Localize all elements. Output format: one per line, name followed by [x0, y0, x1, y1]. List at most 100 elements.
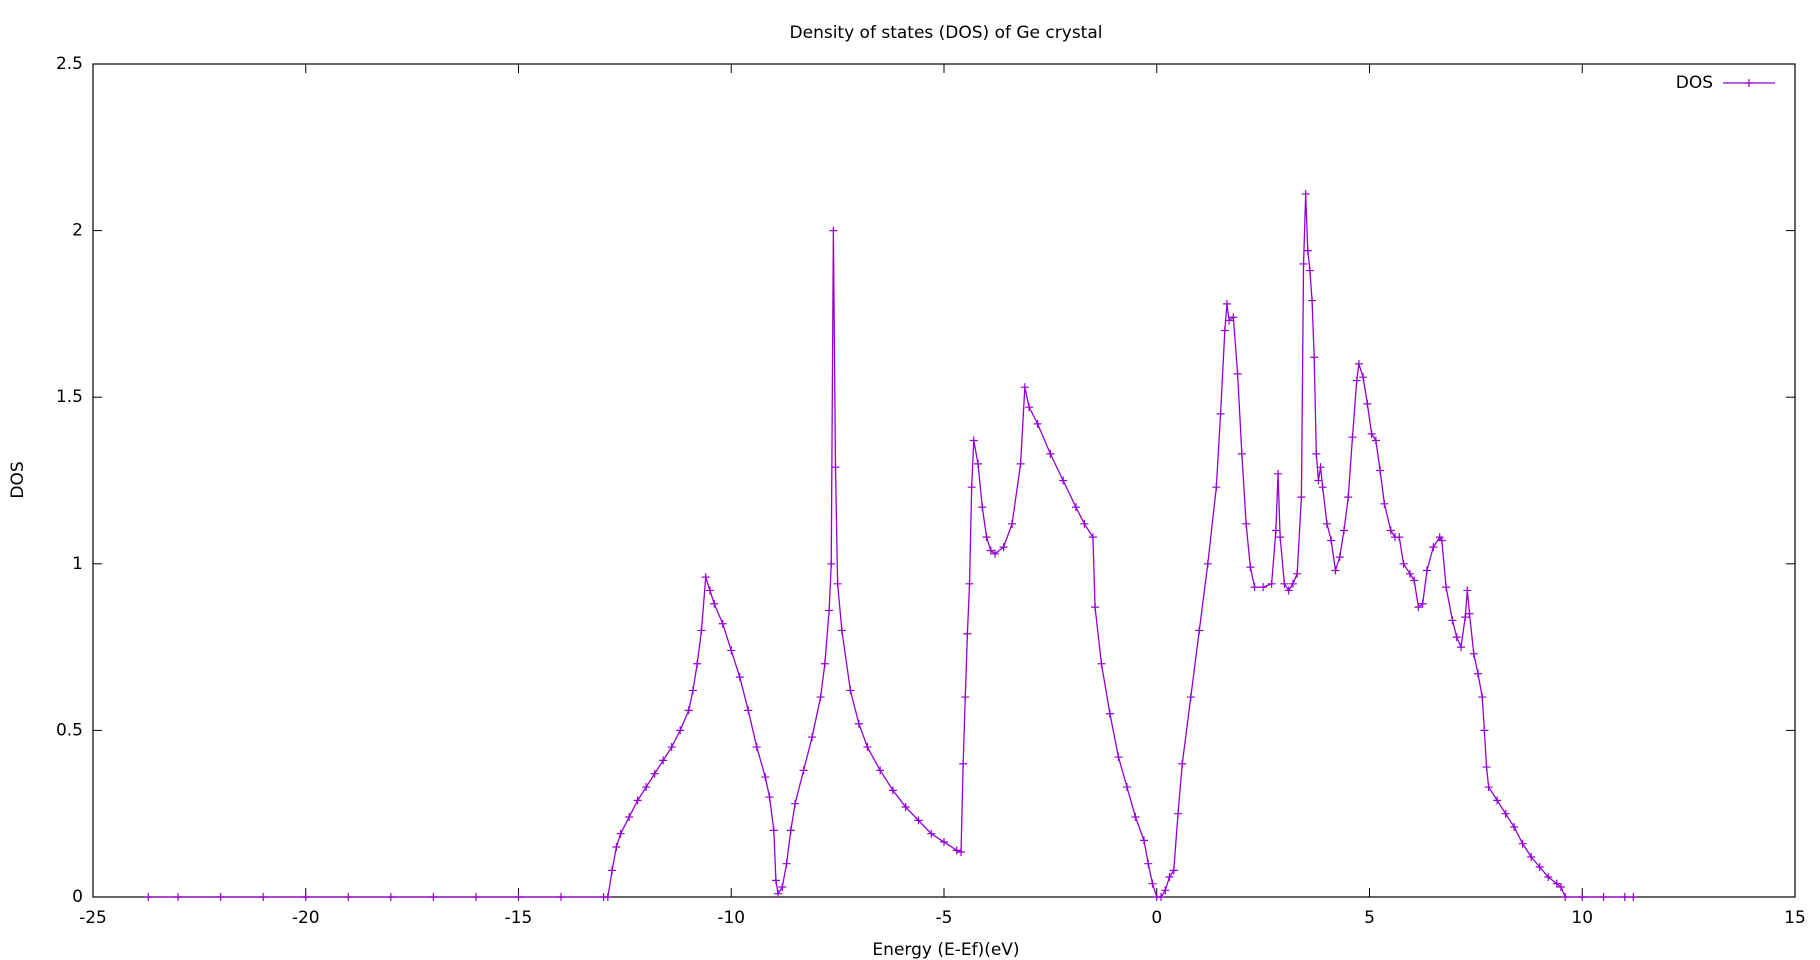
- point-marker: [782, 859, 791, 868]
- point-marker: [429, 893, 438, 901]
- point-marker: [1544, 873, 1553, 882]
- point-marker: [1371, 436, 1380, 445]
- y-tick-label: 0: [72, 887, 83, 907]
- point-marker: [1271, 526, 1280, 535]
- point-marker: [1169, 866, 1178, 875]
- point-marker: [969, 436, 978, 445]
- point-marker: [961, 693, 970, 702]
- point-marker: [774, 889, 783, 898]
- point-marker: [816, 693, 825, 702]
- y-axis-label: DOS: [8, 461, 28, 498]
- point-marker: [914, 816, 923, 825]
- point-marker: [1212, 483, 1221, 492]
- point-marker: [1359, 373, 1368, 382]
- point-marker: [1535, 863, 1544, 872]
- point-marker: [1186, 693, 1195, 702]
- point-marker: [1229, 313, 1238, 322]
- point-marker: [1250, 583, 1259, 592]
- point-marker: [1578, 893, 1587, 901]
- point-marker: [216, 893, 225, 901]
- point-marker: [876, 766, 885, 775]
- point-marker: [1301, 189, 1310, 198]
- point-marker: [1395, 533, 1404, 542]
- point-marker: [765, 793, 774, 802]
- point-marker: [1414, 603, 1423, 612]
- point-marker: [1448, 616, 1457, 625]
- x-tick-label: -25: [79, 908, 107, 928]
- x-tick-label: 0: [1151, 908, 1162, 928]
- point-marker: [1442, 583, 1451, 592]
- point-marker: [650, 769, 659, 778]
- x-axis-label: Energy (E-Ef)(eV): [872, 940, 1019, 960]
- point-marker: [986, 546, 995, 555]
- point-marker: [1327, 536, 1336, 545]
- point-marker: [854, 719, 863, 728]
- point-marker: [952, 846, 961, 855]
- point-marker: [1461, 613, 1470, 622]
- point-marker: [786, 826, 795, 835]
- point-marker: [1452, 633, 1461, 642]
- point-marker: [1552, 879, 1561, 888]
- point-marker: [1303, 246, 1312, 255]
- point-marker: [1312, 449, 1321, 458]
- point-marker: [625, 813, 634, 822]
- point-marker: [1316, 463, 1325, 472]
- point-marker: [1399, 559, 1408, 568]
- point-marker: [612, 843, 621, 852]
- point-marker: [999, 543, 1008, 552]
- point-marker: [1203, 559, 1212, 568]
- point-marker: [888, 786, 897, 795]
- point-marker: [1474, 669, 1482, 678]
- point-marker: [1222, 299, 1231, 308]
- point-marker: [1259, 583, 1268, 592]
- point-marker: [901, 803, 910, 812]
- point-marker: [1352, 376, 1361, 385]
- point-marker: [1174, 809, 1183, 818]
- point-marker: [1480, 726, 1489, 735]
- point-marker: [1331, 566, 1340, 575]
- point-marker: [1216, 409, 1225, 418]
- point-marker: [863, 743, 872, 752]
- y-tick-label: 2.5: [56, 54, 83, 74]
- point-marker: [642, 783, 651, 792]
- point-marker: [1016, 459, 1025, 468]
- point-marker: [1033, 419, 1042, 428]
- point-marker: [1418, 599, 1427, 608]
- x-tick-label: -15: [505, 908, 533, 928]
- point-marker: [1233, 369, 1242, 378]
- point-marker: [1322, 519, 1331, 528]
- point-marker: [1220, 326, 1229, 335]
- point-marker: [344, 893, 353, 901]
- point-marker: [833, 579, 842, 588]
- x-tick-label: -20: [292, 908, 320, 928]
- point-marker: [1367, 429, 1376, 438]
- point-marker: [744, 706, 753, 715]
- point-marker: [1469, 649, 1478, 658]
- point-marker: [1629, 893, 1638, 901]
- point-marker: [1510, 823, 1519, 832]
- point-marker: [727, 646, 736, 655]
- point-marker: [1493, 796, 1502, 805]
- point-marker: [174, 893, 183, 901]
- point-marker: [633, 796, 642, 805]
- point-marker: [1131, 813, 1140, 822]
- point-marker: [791, 799, 800, 808]
- x-tick-label: 15: [1784, 908, 1806, 928]
- point-marker: [1288, 579, 1297, 588]
- point-marker: [386, 893, 395, 901]
- point-marker: [1556, 883, 1565, 892]
- point-marker: [705, 586, 714, 595]
- point-marker: [1405, 569, 1414, 578]
- point-marker: [608, 866, 617, 875]
- point-marker: [1008, 519, 1017, 528]
- point-marker: [1456, 643, 1465, 652]
- point-marker: [1020, 383, 1029, 392]
- point-marker: [1165, 873, 1174, 882]
- point-marker: [829, 226, 838, 235]
- point-marker: [827, 559, 836, 568]
- point-marker: [967, 483, 976, 492]
- point-marker: [1339, 526, 1348, 535]
- point-marker: [1561, 893, 1570, 901]
- point-marker: [1422, 566, 1431, 575]
